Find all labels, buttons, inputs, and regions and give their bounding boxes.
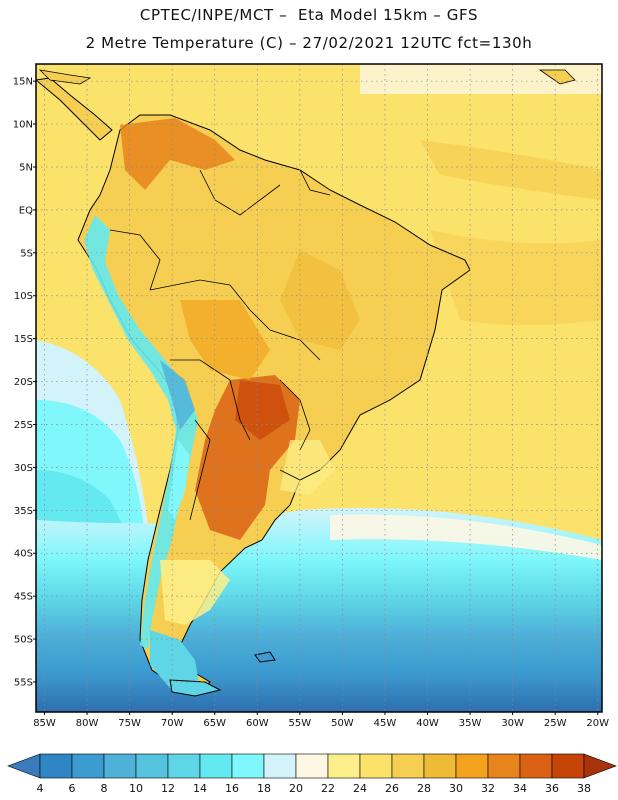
map-title-source: CPTEC/INPE/MCT – Eta Model 15km – GFS (139, 6, 479, 24)
colorbar-level-label: 4 (37, 782, 44, 795)
lon-label: 40W (416, 718, 439, 729)
andes-cold-ridge (84, 215, 198, 650)
lon-label: 35W (459, 718, 482, 729)
colorbar-swatch (455, 753, 489, 779)
lat-label: 50S (14, 635, 33, 646)
colorbar-swatch (359, 753, 393, 779)
colorbar-level-label: 6 (69, 782, 76, 795)
lat-label: 40S (14, 549, 33, 560)
longitude-labels: 85W 80W 75W 70W 65W 60W 55W 50W 45W 40W 35W 30W 25W 2… (33, 712, 609, 729)
lat-label: 15N (13, 77, 33, 88)
colorbar-swatch (327, 753, 361, 779)
colorbar-level-label: 32 (481, 782, 495, 795)
colorbar-swatch (391, 753, 425, 779)
colorbar-under-triangle (7, 753, 41, 779)
colorbar-level-label: 24 (353, 782, 367, 795)
lon-label: 30W (501, 718, 524, 729)
lat-label: EQ (19, 205, 33, 216)
temperature-colorbar: 4 6 8 10 12 14 16 18 20 22 24 26 28 30 32 34 36 38 (7, 753, 617, 795)
lon-label: 75W (118, 718, 141, 729)
lat-label: 10N (13, 120, 33, 131)
colorbar-swatch (519, 753, 553, 779)
colorbar-swatch (71, 753, 105, 779)
lon-label: 80W (76, 718, 99, 729)
colorbar-swatch (551, 753, 585, 779)
lon-label: 45W (374, 718, 397, 729)
colorbar-level-label: 26 (385, 782, 399, 795)
colorbar-swatch (423, 753, 457, 779)
colorbar-swatch (39, 753, 73, 779)
lon-label: 85W (33, 718, 56, 729)
colorbar-level-label: 28 (417, 782, 431, 795)
lon-label: 50W (331, 718, 354, 729)
latitude-labels: 15N 10N 5N EQ 5S 10S 15S 20S 25S 30S 35S 40S 45S 50S 5… (13, 77, 36, 688)
colorbar-level-label: 20 (289, 782, 303, 795)
colorbar-swatch (199, 753, 233, 779)
lat-label: 5S (20, 248, 33, 259)
lon-label: 60W (246, 718, 269, 729)
colorbar-level-label: 14 (193, 782, 207, 795)
lat-label: 35S (14, 506, 33, 517)
colorbar-level-label: 30 (449, 782, 463, 795)
lon-label: 25W (544, 718, 567, 729)
lat-label: 5N (19, 162, 33, 173)
lon-label: 70W (161, 718, 184, 729)
lat-label: 15S (14, 334, 33, 345)
colorbar-over-triangle (583, 753, 617, 779)
colorbar-swatch (295, 753, 329, 779)
country-borders (109, 169, 331, 521)
lon-label: 65W (203, 718, 226, 729)
colorbar-level-label: 12 (161, 782, 175, 795)
colorbar-swatch (135, 753, 169, 779)
colorbar-level-label: 8 (101, 782, 108, 795)
lat-label: 30S (14, 463, 33, 474)
colorbar-swatch (263, 753, 297, 779)
lat-label: 55S (14, 677, 33, 688)
colorbar-level-label: 22 (321, 782, 335, 795)
colorbar-level-label: 18 (257, 782, 271, 795)
lat-label: 20S (14, 377, 33, 388)
map-frame (36, 64, 602, 712)
colorbar-level-label: 10 (129, 782, 143, 795)
colorbar-swatch (167, 753, 201, 779)
colorbar-level-label: 36 (545, 782, 559, 795)
colorbar-swatch (103, 753, 137, 779)
colorbar-swatch (487, 753, 521, 779)
lon-label: 55W (289, 718, 312, 729)
map-border (35, 63, 603, 713)
lat-label: 25S (14, 420, 33, 431)
lat-label: 45S (14, 592, 33, 603)
graticule (36, 64, 602, 712)
map-title-variable: 2 Metre Temperature (C) – 27/02/2021 12U… (85, 34, 533, 52)
lat-label: 10S (14, 291, 33, 302)
colorbar-level-label: 38 (577, 782, 591, 795)
colorbar-swatch (231, 753, 265, 779)
colorbar-level-label: 34 (513, 782, 527, 795)
colorbar-level-label: 16 (225, 782, 239, 795)
lon-label: 20W (586, 718, 609, 729)
